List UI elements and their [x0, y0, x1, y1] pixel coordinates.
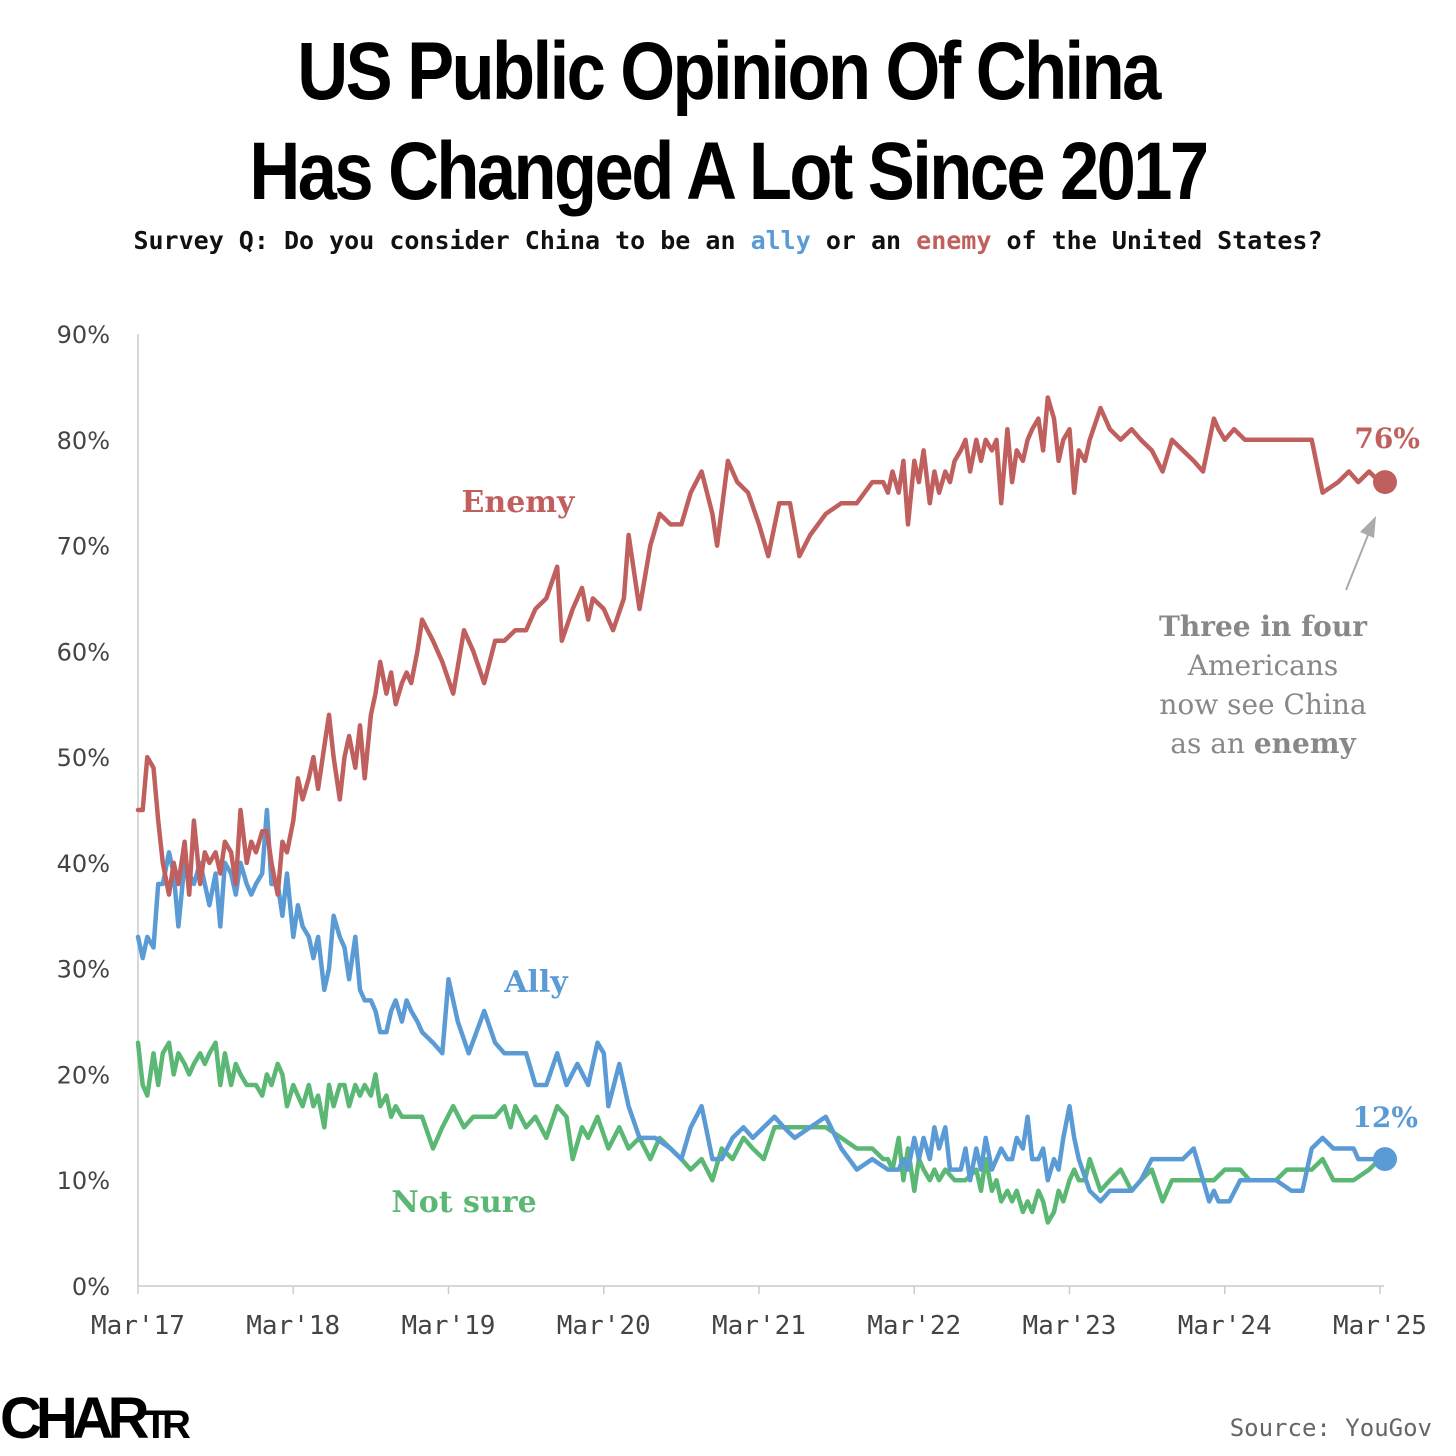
- x-tick-label: Mar'17: [91, 1311, 185, 1341]
- x-tick-label: Mar'20: [557, 1311, 651, 1341]
- y-tick-label: 50%: [57, 744, 110, 772]
- annotation-arrow-line: [1345, 529, 1371, 591]
- y-tick-label: 10%: [57, 1167, 110, 1195]
- series-line-ally: [135, 807, 1383, 1204]
- x-tick-label: Mar'25: [1333, 1311, 1427, 1341]
- annotation-line-3: now see China: [1159, 688, 1366, 721]
- subtitle-post: of the United States?: [991, 226, 1323, 255]
- enemy-end-marker: [1373, 470, 1397, 495]
- y-tick-label: 0%: [72, 1273, 110, 1301]
- ally-end-label: 12%: [1352, 1101, 1418, 1134]
- title-line-2: Has Changed A Lot Since 2017: [249, 126, 1209, 217]
- x-tick-label: Mar'19: [402, 1311, 496, 1341]
- chartr-logo: CHARTR: [0, 1386, 191, 1451]
- source-note: Source: YouGov: [1229, 1414, 1432, 1442]
- y-tick-label: 70%: [57, 533, 110, 561]
- series-label-enemy: Enemy: [462, 485, 577, 520]
- chart-title: US Public Opinion Of China Has Changed A…: [102, 22, 1354, 222]
- ally-end-marker: [1373, 1147, 1397, 1172]
- subtitle-mid: or an: [810, 226, 917, 255]
- enemy-end-label: 76%: [1354, 422, 1420, 455]
- x-tick-label: Mar'24: [1178, 1311, 1272, 1341]
- annotation-line-4-bold: enemy: [1254, 727, 1357, 760]
- title-line-1: US Public Opinion Of China: [297, 26, 1161, 117]
- subtitle-pre: Survey Q: Do you consider China to be an: [133, 226, 751, 255]
- series-line-enemy: [135, 395, 1383, 897]
- annotation-line-4-pre: as an: [1170, 727, 1254, 760]
- annotation-line-4: as an enemy: [1170, 727, 1356, 760]
- y-tick-label: 30%: [57, 956, 110, 984]
- y-tick-label: 90%: [57, 321, 110, 349]
- x-tick-label: Mar'18: [246, 1311, 340, 1341]
- y-tick-label: 20%: [57, 1061, 110, 1089]
- x-tick-label: Mar'23: [1023, 1311, 1117, 1341]
- annotation-line-2: Americans: [1187, 649, 1338, 682]
- series-label-ally: Ally: [503, 965, 569, 1000]
- chart-subtitle: Survey Q: Do you consider China to be an…: [0, 226, 1456, 255]
- annotation-line-1: Three in four: [1159, 610, 1368, 643]
- y-tick-label: 80%: [57, 427, 110, 455]
- series-label-not-sure: Not sure: [391, 1185, 536, 1220]
- y-tick-label: 60%: [57, 638, 110, 666]
- y-tick-label: 40%: [57, 850, 110, 878]
- subtitle-enemy-word: enemy: [916, 226, 992, 255]
- subtitle-ally-word: ally: [750, 226, 811, 255]
- x-tick-label: Mar'22: [867, 1311, 961, 1341]
- annotation-arrow-head: [1360, 516, 1376, 538]
- x-tick-label: Mar'21: [712, 1311, 806, 1341]
- line-chart: 0% 10% 20% 30% 40% 50% 60% 70% 80% 90% Mar'17 Mar'1…: [57, 321, 1427, 1341]
